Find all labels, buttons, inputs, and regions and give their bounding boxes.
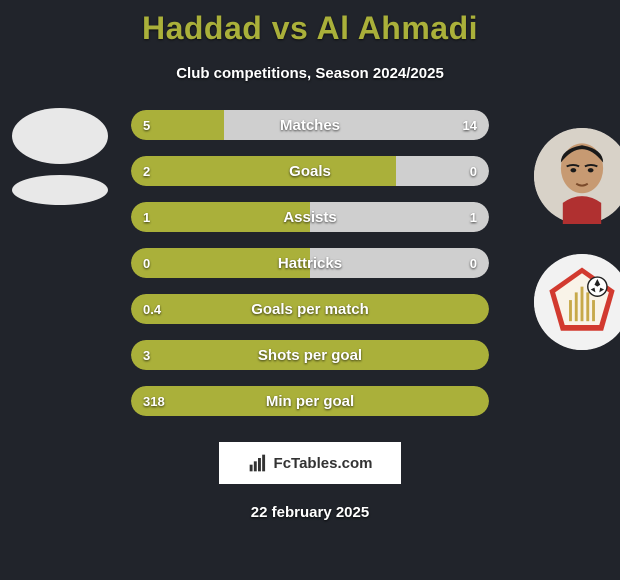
stat-row: Min per goal318	[131, 386, 489, 416]
player-left-avatar	[12, 108, 108, 164]
brand-bars-icon	[248, 453, 268, 473]
stat-row: Goals20	[131, 156, 489, 186]
club-right-avatar	[534, 254, 620, 350]
stat-bar-left	[131, 248, 310, 278]
stat-bar-right	[396, 156, 489, 186]
stat-bar-left	[131, 340, 489, 370]
stat-bar-left	[131, 202, 310, 232]
face-icon	[534, 128, 620, 224]
date-label: 22 february 2025	[0, 504, 620, 521]
page-title: Haddad vs Al Ahmadi	[0, 0, 620, 47]
stat-row: Assists11	[131, 202, 489, 232]
stat-bar-left	[131, 156, 396, 186]
stat-bar-right	[310, 202, 489, 232]
brand-label: FcTables.com	[274, 455, 373, 472]
stat-bar-left	[131, 110, 224, 140]
stat-row: Matches514	[131, 110, 489, 140]
player-right-avatar	[534, 128, 620, 224]
stat-row: Goals per match0.4	[131, 294, 489, 324]
brand-badge[interactable]: FcTables.com	[219, 442, 401, 484]
club-left-avatar	[12, 175, 108, 205]
stat-bar-right	[224, 110, 489, 140]
stat-row: Shots per goal3	[131, 340, 489, 370]
stat-row: Hattricks00	[131, 248, 489, 278]
stat-bar-right	[310, 248, 489, 278]
stat-bar-left	[131, 294, 489, 324]
page-subtitle: Club competitions, Season 2024/2025	[0, 65, 620, 82]
club-badge-icon	[534, 254, 620, 350]
stat-bar-left	[131, 386, 489, 416]
